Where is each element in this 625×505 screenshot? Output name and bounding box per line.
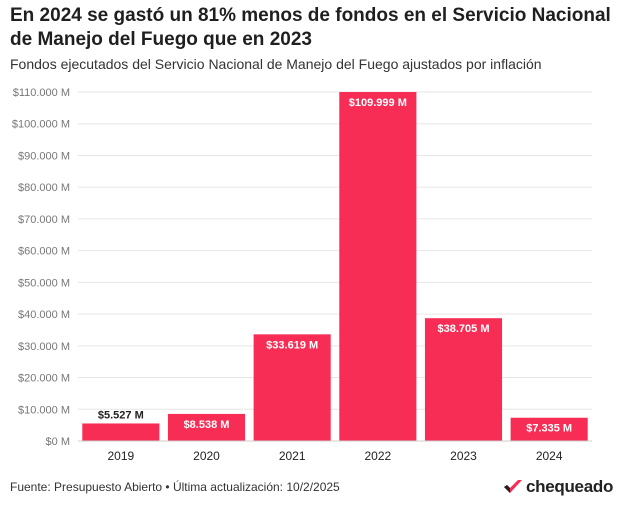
bar-value-label: $7.335 M [526,423,572,435]
chart-title: En 2024 se gastó un 81% menos de fondos … [10,5,611,50]
bar [253,334,331,441]
y-tick-label: $10.000 M [18,404,70,416]
x-tick-label: 2023 [450,449,477,463]
bar [339,92,417,441]
y-tick-label: $30.000 M [18,341,70,353]
bar [82,423,160,441]
y-tick-label: $60.000 M [18,246,70,258]
bar-value-label: $8.538 M [184,419,230,431]
chequeado-logo[interactable]: chequeado [503,476,613,498]
bar [424,318,503,441]
y-tick-label: $0 M [46,436,70,448]
y-tick-label: $110.000 M [13,87,70,99]
chart-subtitle: Fondos ejecutados del Servicio Nacional … [10,56,542,72]
bar-value-label: $38.705 M [438,323,490,335]
bar-value-label: $109.999 M [349,97,407,109]
y-tick-label: $90.000 M [18,150,70,162]
bar-chart: $0 M $10.000 M $20.000 M $30.000 M $40.000 M… [12,87,592,463]
x-tick-label: 2019 [107,449,134,463]
x-tick-label: 2022 [364,449,391,463]
x-tick-label: 2024 [536,449,563,463]
y-tick-label: $50.000 M [18,277,70,289]
bar-value-label: $5.527 M [98,409,144,421]
bar-value-label: $33.619 M [266,339,318,351]
bar [167,413,246,441]
logo-text: chequeado [526,477,614,496]
y-tick-label: $20.000 M [18,373,70,385]
y-tick-label: $80.000 M [18,182,70,194]
y-tick-label: $40.000 M [18,309,70,321]
bar [510,417,588,441]
y-tick-label: $100.000 M [12,119,70,131]
y-tick-label: $70.000 M [18,214,70,226]
x-tick-label: 2020 [193,449,220,463]
source-note: Fuente: Presupuesto Abierto • Última act… [10,480,340,494]
x-tick-label: 2021 [279,449,306,463]
chequeado-logo-icon [504,480,522,493]
